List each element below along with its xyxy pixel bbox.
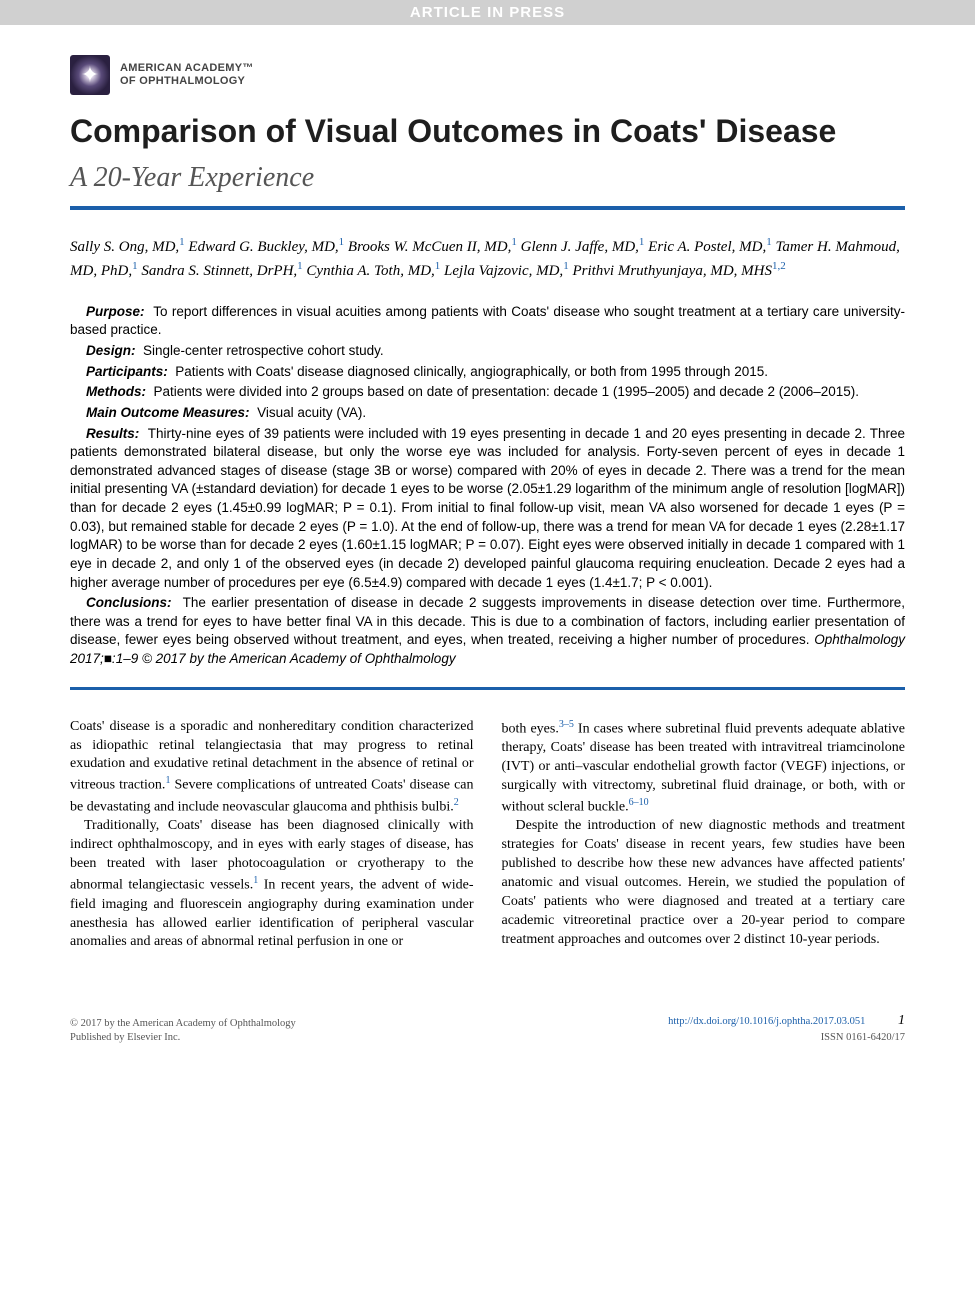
column-right: both eyes.3–5 In cases where subretinal … [502,718,906,953]
measures-label: Main Outcome Measures: [86,405,250,420]
title-rule [70,206,905,210]
abstract-rule [70,687,905,690]
author-list: Sally S. Ong, MD,1 Edward G. Buckley, MD… [70,234,905,283]
brand-text: AMERICAN ACADEMY™ OF OPHTHALMOLOGY [120,62,254,88]
intro-para-2-cont: both eyes.3–5 In cases where subretinal … [502,718,906,818]
article-in-press-banner: ARTICLE IN PRESS [0,0,975,25]
footer-right: http://dx.doi.org/10.1016/j.ophtha.2017.… [668,1012,905,1044]
results-text: Thirty-nine eyes of 39 patients were inc… [70,426,905,590]
conclusions-text: The earlier presentation of disease in d… [70,595,905,647]
publisher-line: Published by Elsevier Inc. [70,1031,296,1045]
c2p1b: In cases where subretinal fluid prevents… [502,721,906,814]
purpose-label: Purpose: [86,304,145,319]
publisher-brand: AMERICAN ACADEMY™ OF OPHTHALMOLOGY [70,55,905,95]
article-subtitle: A 20-Year Experience [70,162,905,194]
article-title: Comparison of Visual Outcomes in Coats' … [70,113,905,150]
abstract-participants: Participants: Patients with Coats' disea… [70,363,905,382]
aao-logo-icon [70,55,110,95]
c2p2: Despite the introduction of new diagnost… [502,818,906,946]
abstract-conclusions: Conclusions: The earlier presentation of… [70,594,905,669]
purpose-text: To report differences in visual acuities… [70,304,905,338]
doi-link[interactable]: http://dx.doi.org/10.1016/j.ophtha.2017.… [668,1016,865,1027]
participants-label: Participants: [86,364,168,379]
design-label: Design: [86,343,136,358]
issn: ISSN 0161-6420/17 [821,1032,905,1043]
column-left: Coats' disease is a sporadic and nonhere… [70,718,474,953]
abstract-methods: Methods: Patients were divided into 2 gr… [70,383,905,402]
methods-label: Methods: [86,384,146,399]
copyright-line: © 2017 by the American Academy of Ophtha… [70,1017,296,1031]
intro-para-3: Despite the introduction of new diagnost… [502,817,906,949]
page-footer: © 2017 by the American Academy of Ophtha… [0,982,975,1064]
conclusions-label: Conclusions: [86,595,172,610]
ref-3-5[interactable]: 3–5 [559,719,574,730]
abstract-purpose: Purpose: To report differences in visual… [70,303,905,340]
c2p1a: both eyes. [502,721,559,736]
measures-text: Visual acuity (VA). [257,405,366,420]
page-content: AMERICAN ACADEMY™ OF OPHTHALMOLOGY Compa… [0,25,975,982]
ref-6-10[interactable]: 6–10 [629,797,649,808]
intro-para-2: Traditionally, Coats' disease has been d… [70,817,474,952]
footer-left: © 2017 by the American Academy of Ophtha… [70,1017,296,1044]
methods-text: Patients were divided into 2 groups base… [154,384,860,399]
brand-line1: AMERICAN ACADEMY™ [120,62,254,75]
intro-para-1: Coats' disease is a sporadic and nonhere… [70,718,474,818]
brand-line2: OF OPHTHALMOLOGY [120,75,254,88]
page-number: 1 [898,1013,905,1028]
ref-2[interactable]: 2 [454,797,459,808]
results-label: Results: [86,426,139,441]
abstract-measures: Main Outcome Measures: Visual acuity (VA… [70,404,905,423]
abstract-results: Results: Thirty-nine eyes of 39 patients… [70,425,905,593]
structured-abstract: Purpose: To report differences in visual… [70,303,905,669]
design-text: Single-center retrospective cohort study… [143,343,384,358]
abstract-design: Design: Single-center retrospective coho… [70,342,905,361]
participants-text: Patients with Coats' disease diagnosed c… [175,364,768,379]
body-text: Coats' disease is a sporadic and nonhere… [70,718,905,953]
